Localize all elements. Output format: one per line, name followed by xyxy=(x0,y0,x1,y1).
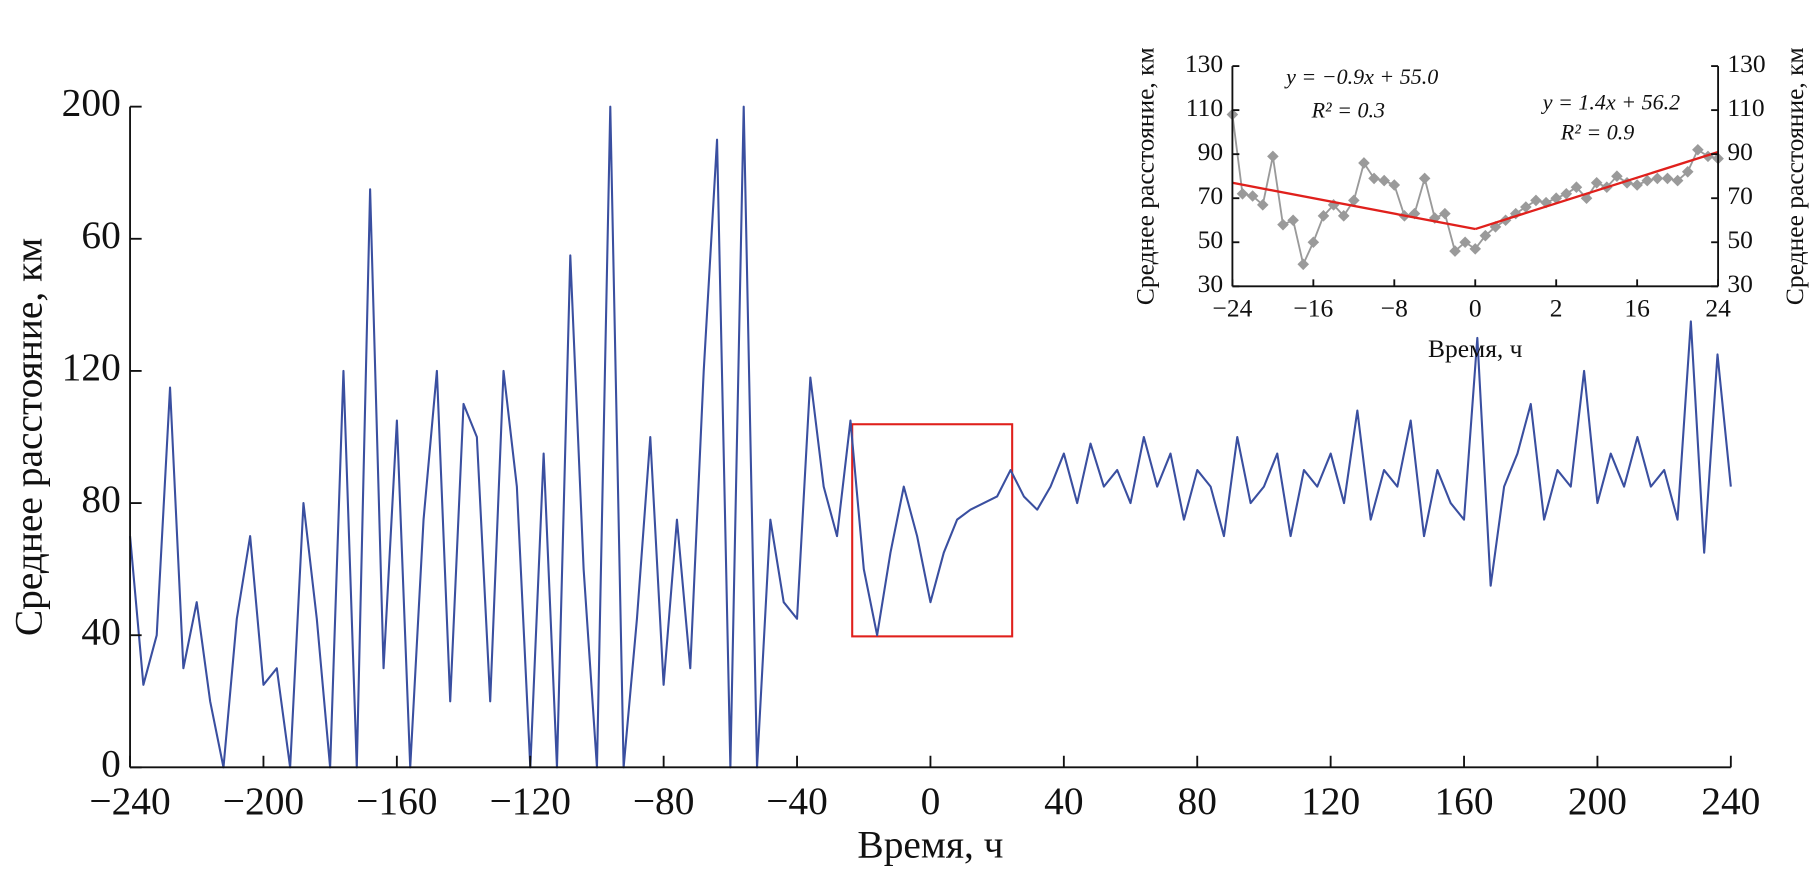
data-point xyxy=(1681,165,1694,178)
x-tick-label: −80 xyxy=(633,779,695,823)
x-tick-label: −240 xyxy=(89,779,170,823)
y-tick-label: 120 xyxy=(62,345,121,389)
x-tick-label: 80 xyxy=(1178,779,1217,823)
data-point xyxy=(1449,245,1461,257)
annotation: y = 1.4x + 56.2 xyxy=(1541,89,1680,114)
y-tick-label: 110 xyxy=(1186,93,1223,122)
trend-line xyxy=(1232,181,1476,231)
y-tick-label: 60 xyxy=(81,213,120,257)
y2-tick-label: 30 xyxy=(1727,269,1753,298)
y2-tick-label: 110 xyxy=(1727,93,1764,122)
y-tick-label: 90 xyxy=(1198,137,1224,166)
y2-axis-title: Среднее расстояние, км xyxy=(1780,47,1809,305)
x-tick-label: 2 xyxy=(1550,293,1563,322)
data-point xyxy=(1307,236,1320,249)
x-tick-label: 200 xyxy=(1568,779,1627,823)
data-point xyxy=(1388,179,1401,191)
y-tick-label: 130 xyxy=(1185,49,1223,78)
trend-line xyxy=(1474,150,1719,231)
x-axis-title: Время, ч xyxy=(1428,334,1523,363)
y2-tick-label: 70 xyxy=(1727,181,1753,210)
x-tick-label: −160 xyxy=(356,779,437,823)
x-tick-label: 40 xyxy=(1044,779,1083,823)
data-point xyxy=(1631,179,1643,191)
data-point xyxy=(1287,214,1299,227)
x-tick-label: −24 xyxy=(1212,293,1252,322)
data-point xyxy=(1297,258,1310,271)
data-point xyxy=(1337,210,1350,222)
data-point xyxy=(1418,172,1431,185)
y-tick-label: 0 xyxy=(101,741,121,785)
x-tick-label: −40 xyxy=(766,779,828,823)
x-tick-label: 160 xyxy=(1434,779,1493,823)
y-tick-label: 40 xyxy=(81,609,120,653)
data-point xyxy=(1520,201,1532,213)
y-axis-title: Среднее расстояние, км xyxy=(1131,47,1160,305)
data-point xyxy=(1277,218,1289,231)
data-point xyxy=(1641,174,1654,187)
annotation: R² = 0.9 xyxy=(1560,120,1634,145)
y2-tick-label: 90 xyxy=(1727,137,1753,166)
y2-tick-label: 130 xyxy=(1727,49,1765,78)
x-tick-label: 0 xyxy=(1469,293,1482,322)
x-tick-label: 120 xyxy=(1301,779,1360,823)
data-point xyxy=(1267,150,1279,163)
x-axis-title: Время, ч xyxy=(857,823,1003,867)
y-axis-title: Среднее расстояние, км xyxy=(7,238,51,636)
x-tick-label: 16 xyxy=(1624,293,1650,322)
data-point xyxy=(1661,172,1674,185)
x-tick-label: −8 xyxy=(1381,293,1408,322)
data-point xyxy=(1651,172,1664,185)
x-tick-label: 0 xyxy=(921,779,941,823)
data-line xyxy=(1231,114,1719,266)
data-point xyxy=(1236,188,1249,200)
annotation: y = −0.9x + 55.0 xyxy=(1284,64,1438,89)
data-point xyxy=(1671,174,1684,187)
y-tick-label: 70 xyxy=(1198,181,1224,210)
x-tick-label: −200 xyxy=(223,779,304,823)
y-tick-label: 80 xyxy=(81,477,120,521)
y2-tick-label: 50 xyxy=(1727,225,1753,254)
y-tick-label: 50 xyxy=(1198,225,1224,254)
y-tick-label: 200 xyxy=(62,81,121,125)
data-point xyxy=(1439,207,1451,220)
data-point xyxy=(1368,172,1380,185)
data-point xyxy=(1530,194,1542,207)
x-tick-label: 24 xyxy=(1705,293,1731,322)
x-tick-label: −120 xyxy=(490,779,571,823)
y-tick-label: 30 xyxy=(1198,269,1224,298)
data-line xyxy=(129,105,1732,769)
data-point xyxy=(1570,181,1583,193)
x-tick-label: 240 xyxy=(1701,779,1760,823)
data-point xyxy=(1378,174,1390,187)
data-point xyxy=(1550,192,1562,205)
data-point xyxy=(1358,157,1370,169)
x-tick-label: −16 xyxy=(1293,293,1333,322)
data-point xyxy=(1246,190,1259,202)
zoom-box xyxy=(851,423,1014,638)
annotation: R² = 0.3 xyxy=(1311,97,1385,122)
data-point xyxy=(1692,143,1704,156)
data-point xyxy=(1590,177,1603,189)
data-point xyxy=(1560,188,1573,200)
data-point xyxy=(1256,199,1269,211)
